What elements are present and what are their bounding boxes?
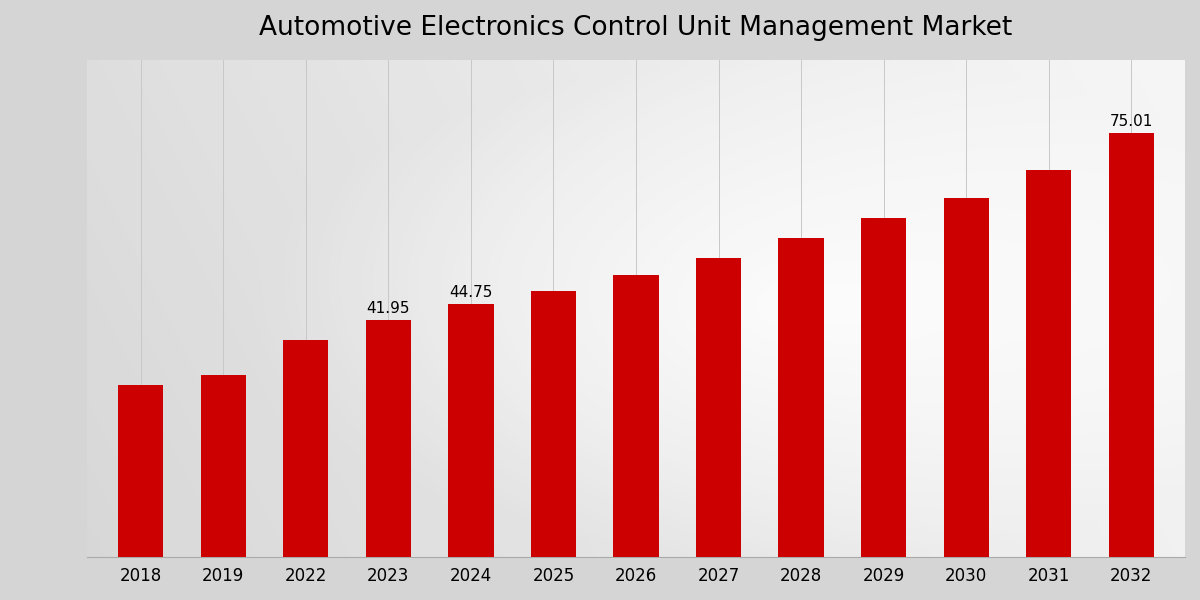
Text: 44.75: 44.75 xyxy=(449,285,492,300)
Bar xyxy=(860,218,906,557)
Bar xyxy=(1109,133,1154,557)
Bar xyxy=(283,340,329,557)
Title: Automotive Electronics Control Unit Management Market: Automotive Electronics Control Unit Mana… xyxy=(259,15,1013,41)
Bar xyxy=(118,385,163,557)
Bar xyxy=(943,199,989,557)
Bar xyxy=(366,320,412,557)
Text: 75.01: 75.01 xyxy=(1110,114,1153,129)
Bar xyxy=(779,238,824,557)
Bar xyxy=(1026,170,1072,557)
Text: 41.95: 41.95 xyxy=(366,301,410,316)
Bar xyxy=(696,258,742,557)
Bar xyxy=(200,376,246,557)
Bar xyxy=(448,304,493,557)
Bar xyxy=(530,290,576,557)
Bar xyxy=(613,275,659,557)
